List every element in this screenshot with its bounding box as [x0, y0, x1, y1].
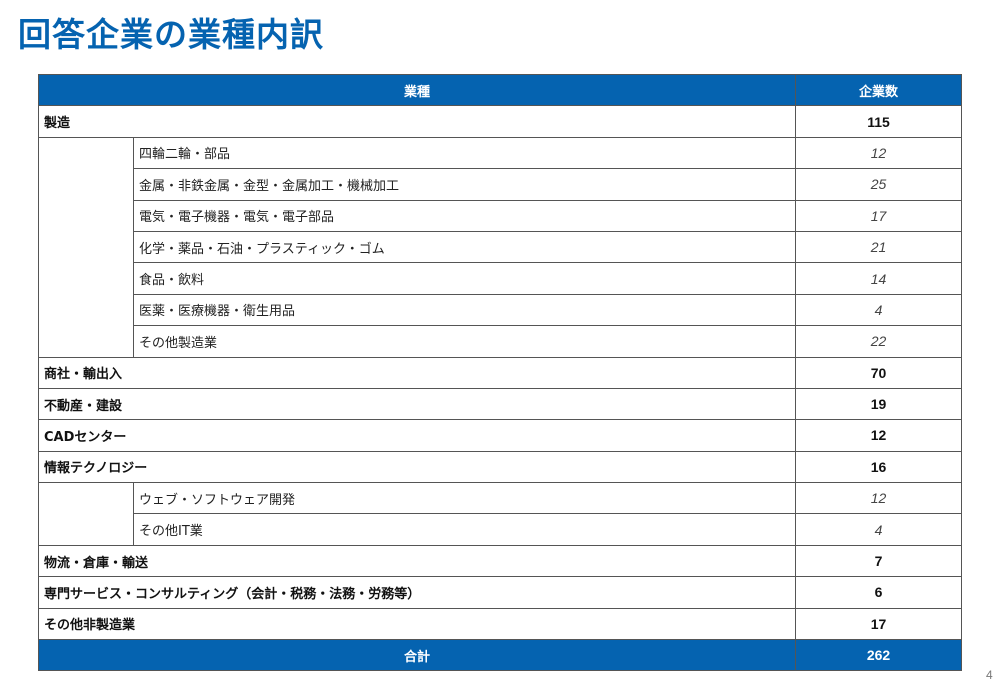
table-row: 不動産・建設 19 [37, 387, 963, 421]
sub-industry-count: 22 [795, 325, 963, 358]
industry-count: 12 [795, 419, 963, 452]
table-row: 専門サービス・コンサルティング（会計・税務・法務・労務等） 6 [37, 576, 963, 609]
page-number: 4 [986, 668, 993, 682]
table-subrow: 医薬・医療機器・衛生用品 4 [39, 293, 963, 327]
industry-count: 115 [795, 105, 963, 138]
table-subrow: 四輪二輪・部品 12 [38, 136, 963, 358]
industry-label: 製造 [37, 105, 797, 138]
indent-cell [38, 136, 134, 358]
table-subrow: ウェブ・ソフトウェア開発 12 [38, 482, 963, 546]
industry-label: 情報テクノロジー [37, 450, 797, 484]
industry-label: CADセンター [37, 419, 797, 452]
table-row: 商社・輸出入 70 [37, 356, 963, 389]
sub-industry-label: 電気・電子機器・電気・電子部品 [132, 199, 797, 232]
table-subrow: 食品・飲料 14 [39, 262, 963, 295]
sub-industry-label: 四輪二輪・部品 [132, 136, 797, 170]
industry-label: 不動産・建設 [37, 387, 797, 421]
sub-industry-count: 17 [795, 199, 963, 232]
industry-label: 物流・倉庫・輸送 [37, 544, 797, 578]
table-subrow: 金属・非鉄金属・金型・金属加工・機械加工 25 [39, 168, 963, 201]
industry-label: 商社・輸出入 [37, 356, 797, 389]
sub-industry-label: 医薬・医療機器・衛生用品 [132, 293, 797, 327]
sub-industry-count: 4 [795, 293, 963, 327]
sub-industry-count: 25 [795, 168, 963, 201]
table-row: 物流・倉庫・輸送 7 [37, 544, 963, 578]
industry-label: その他非製造業 [37, 607, 797, 641]
sub-industry-label: 食品・飲料 [132, 262, 797, 295]
indent-cell [38, 482, 134, 546]
total-count: 262 [795, 639, 963, 672]
sub-industry-count: 12 [795, 136, 963, 170]
total-label: 合計 [37, 639, 797, 672]
sub-industry-count: 4 [795, 513, 963, 546]
sub-industry-count: 12 [795, 482, 963, 515]
table-row: 情報テクノロジー 16 [37, 450, 963, 484]
industry-count: 16 [795, 450, 963, 484]
industry-count: 7 [795, 544, 963, 578]
sub-industry-count: 21 [795, 230, 963, 264]
header-industry: 業種 [37, 73, 797, 107]
industry-label: 専門サービス・コンサルティング（会計・税務・法務・労務等） [37, 576, 797, 609]
page-title: 回答企業の業種内訳 [18, 15, 324, 54]
industry-count: 6 [795, 576, 963, 609]
total-row: 合計 262 [37, 639, 963, 672]
table-subrow: 電気・電子機器・電気・電子部品 17 [39, 199, 963, 232]
industry-count: 19 [795, 387, 963, 421]
sub-industry-label: 化学・薬品・石油・プラスティック・ゴム [132, 230, 797, 264]
industry-table: 業種 企業数 製造 115 四輪二輪・部品 12 金属・非鉄金属・金型・金属加工・機械加… [37, 73, 963, 672]
industry-count: 70 [795, 356, 963, 389]
sub-industry-label: ウェブ・ソフトウェア開発 [132, 482, 797, 515]
sub-industry-count: 14 [795, 262, 963, 295]
header-count: 企業数 [795, 73, 963, 107]
sub-industry-label: その他製造業 [132, 325, 797, 358]
industry-count: 17 [795, 607, 963, 641]
table-row: CADセンター 12 [37, 419, 963, 452]
table-row: 製造 115 [37, 105, 963, 138]
table-subrow: 化学・薬品・石油・プラスティック・ゴム 21 [39, 230, 963, 264]
table-row: その他非製造業 17 [37, 607, 963, 641]
table-subrow: その他製造業 22 [39, 325, 963, 358]
table-subrow: その他IT業 4 [39, 513, 963, 546]
sub-industry-label: その他IT業 [132, 513, 797, 546]
sub-industry-label: 金属・非鉄金属・金型・金属加工・機械加工 [132, 168, 797, 201]
table-header-row: 業種 企業数 [37, 73, 963, 107]
